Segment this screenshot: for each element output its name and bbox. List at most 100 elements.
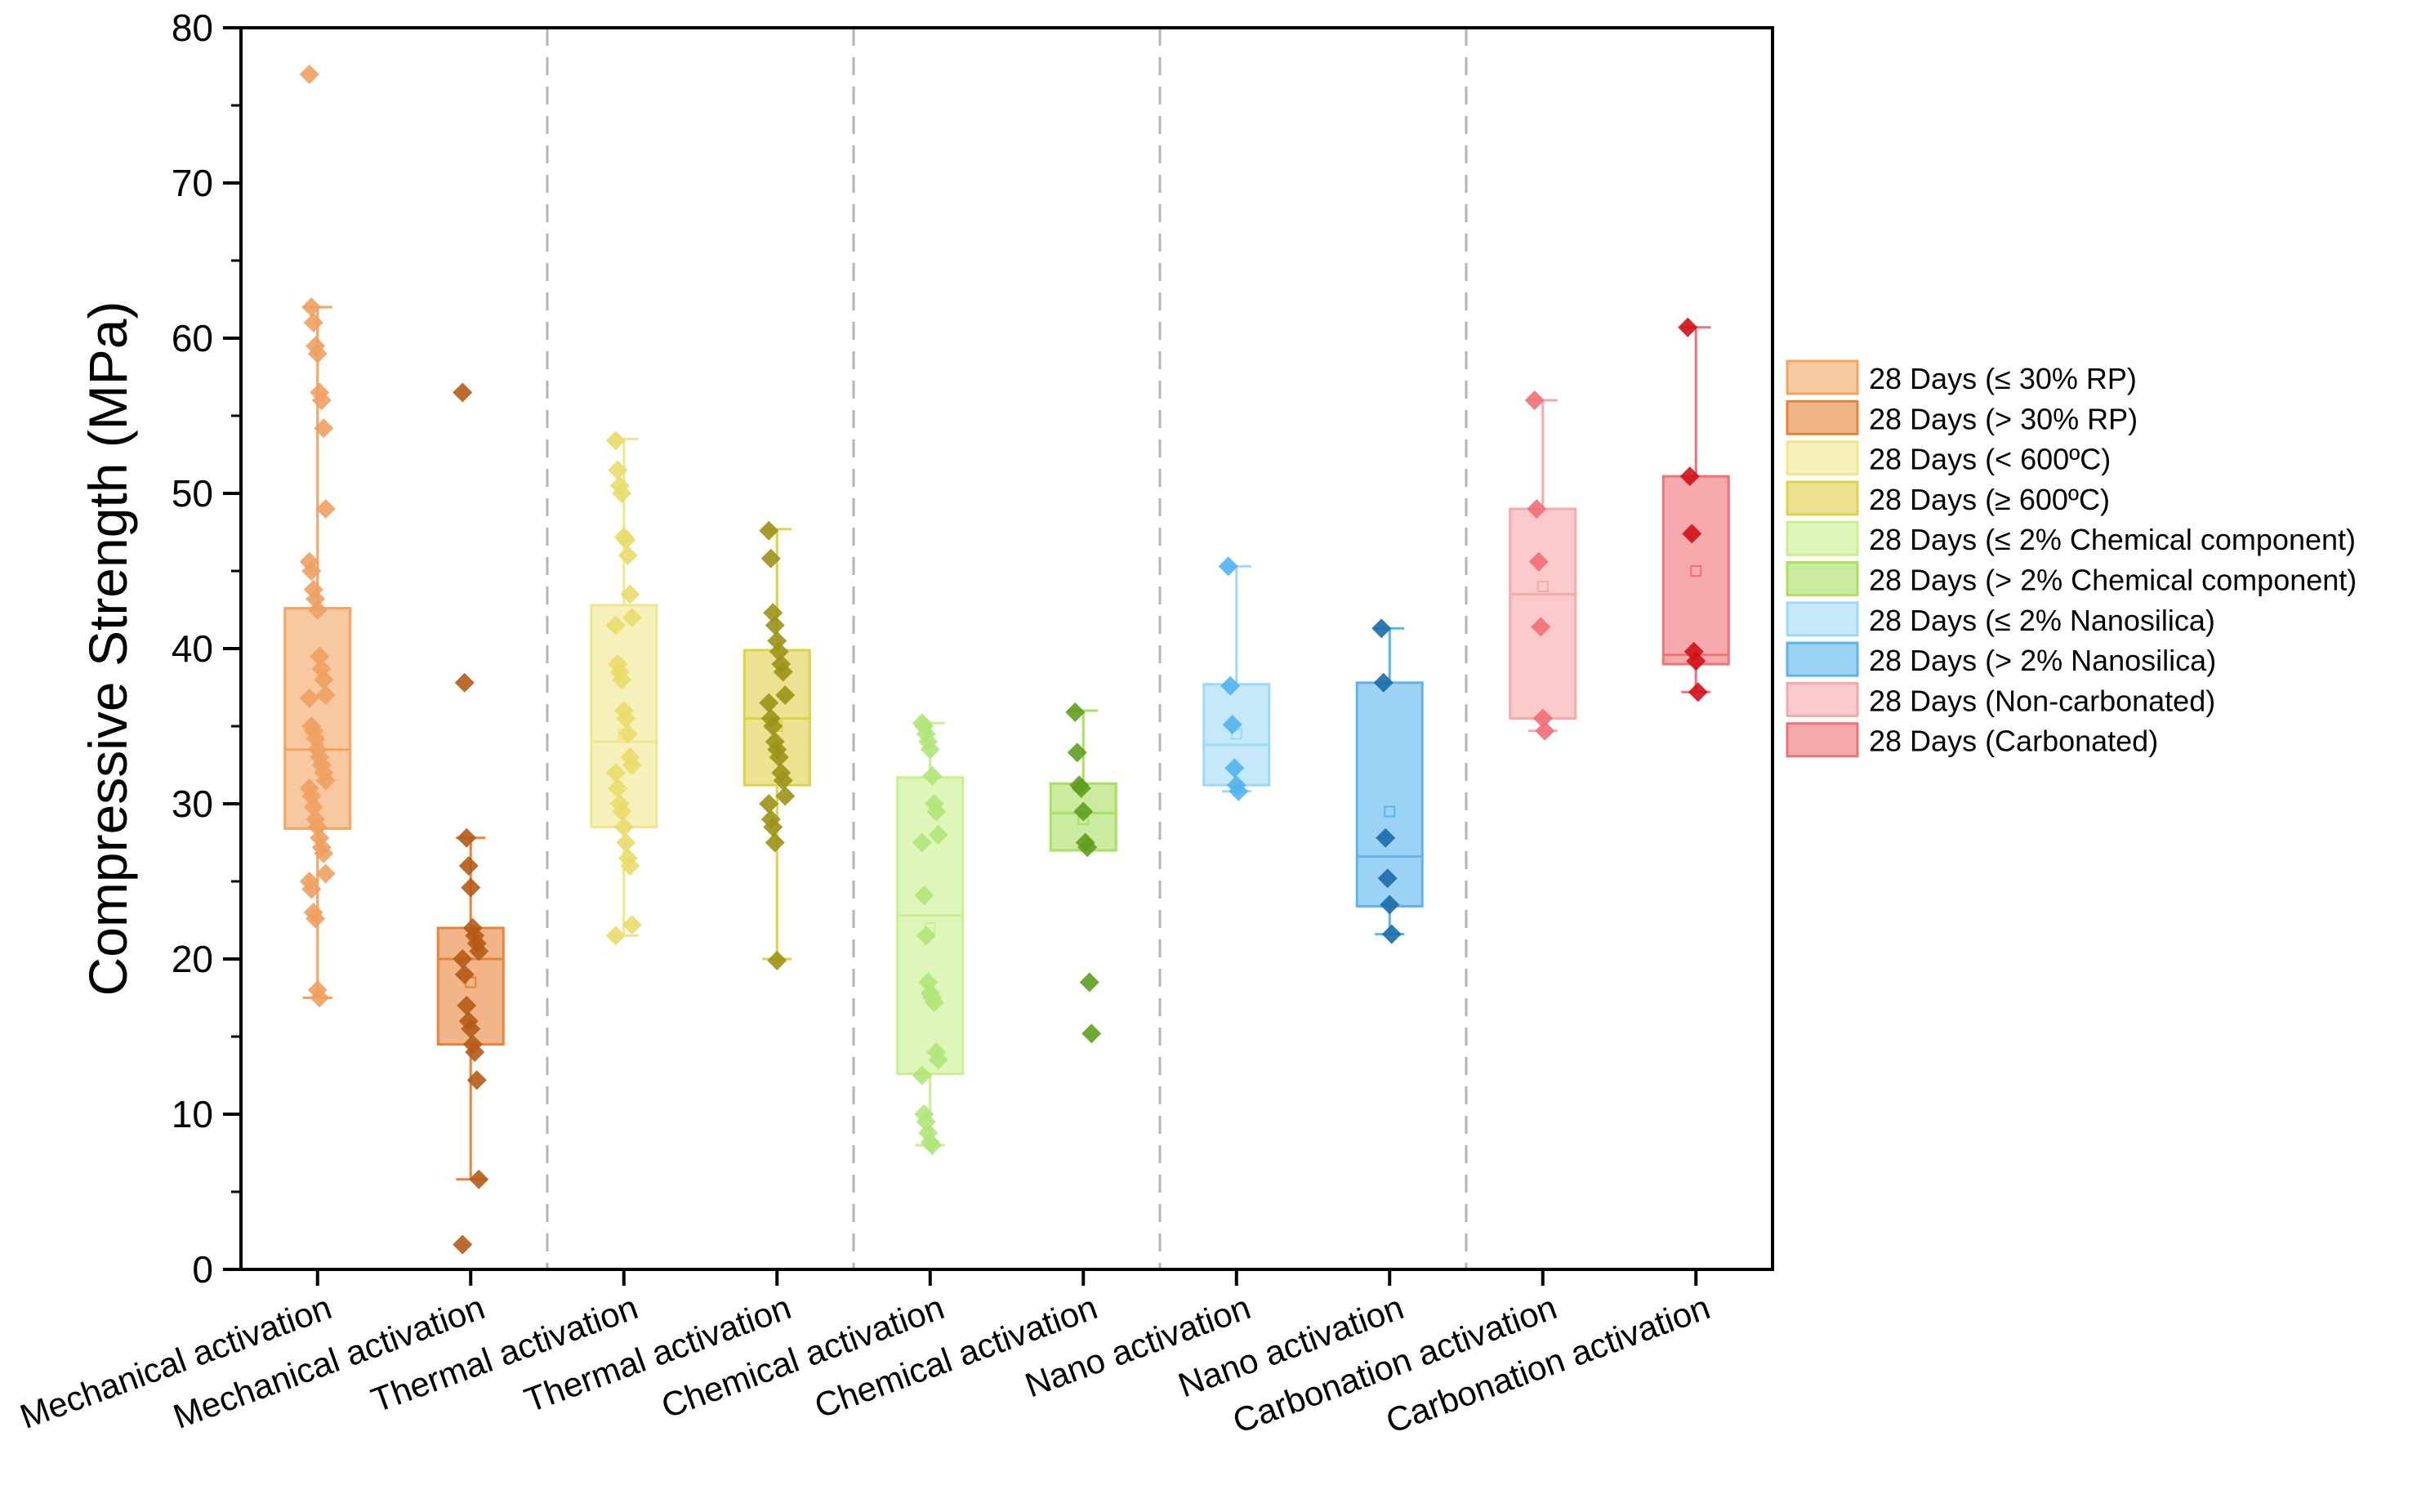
data-point xyxy=(912,1065,932,1086)
legend-swatch xyxy=(1786,641,1859,677)
data-point xyxy=(760,548,781,569)
iqr-box xyxy=(1661,475,1730,666)
legend-label: 28 Days (< 600ºC) xyxy=(1869,443,2111,476)
legend-label: 28 Days (≤ 30% RP) xyxy=(1869,362,2137,395)
data-point xyxy=(765,615,785,636)
data-point xyxy=(928,825,948,845)
data-point xyxy=(616,530,636,550)
data-point xyxy=(1065,702,1086,722)
legend-label: 28 Days (Non-carbonated) xyxy=(1869,684,2215,717)
box-group xyxy=(1355,627,1424,936)
data-point xyxy=(1377,868,1398,889)
data-point xyxy=(1380,894,1400,915)
data-point xyxy=(310,988,330,1008)
y-tick-label: 10 xyxy=(172,1093,213,1135)
points-layer xyxy=(299,65,1708,1255)
data-point xyxy=(763,716,783,736)
data-point xyxy=(1531,617,1551,637)
data-point xyxy=(1524,390,1545,410)
data-point xyxy=(1381,924,1402,944)
data-point xyxy=(1686,651,1706,671)
data-point xyxy=(1371,618,1392,639)
y-tick-label: 80 xyxy=(172,7,213,49)
data-point xyxy=(1528,551,1549,572)
data-point xyxy=(469,941,489,961)
data-point xyxy=(928,1050,948,1070)
data-point xyxy=(608,778,628,798)
data-point xyxy=(622,608,642,627)
data-point xyxy=(775,685,796,705)
data-point xyxy=(1376,827,1396,848)
data-point xyxy=(605,430,626,451)
legend-label: 28 Days (≤ 2% Nanosilica) xyxy=(1869,604,2215,637)
data-point xyxy=(605,615,626,636)
data-point xyxy=(307,344,328,364)
legend-swatch xyxy=(1786,520,1859,556)
data-point xyxy=(453,1234,473,1255)
data-point xyxy=(307,600,328,620)
data-point xyxy=(457,996,477,1015)
data-point xyxy=(1527,499,1547,519)
data-point xyxy=(315,770,336,791)
data-point xyxy=(922,1135,943,1155)
legend-label: 28 Days (> 2% Nanosilica) xyxy=(1869,644,2216,677)
boxes-layer xyxy=(283,306,1730,1181)
data-point xyxy=(613,817,634,837)
iqr-box xyxy=(1509,507,1577,720)
data-point xyxy=(763,817,783,837)
legend-swatch xyxy=(1786,601,1859,637)
data-point xyxy=(763,603,783,623)
data-point xyxy=(612,801,632,822)
data-point xyxy=(773,662,793,682)
data-point xyxy=(454,965,475,984)
data-point xyxy=(1218,556,1238,577)
legend-label: 28 Days (> 30% RP) xyxy=(1869,402,2138,435)
data-point xyxy=(465,1042,485,1062)
data-point xyxy=(620,584,640,604)
data-point xyxy=(1373,672,1394,693)
data-point xyxy=(1222,715,1242,735)
legend-swatch xyxy=(1786,480,1859,516)
box-group xyxy=(1661,326,1730,694)
data-point xyxy=(926,801,947,822)
legend-swatch xyxy=(1786,440,1859,476)
data-point xyxy=(299,65,319,84)
data-point xyxy=(612,670,632,689)
data-point xyxy=(315,499,336,519)
data-point xyxy=(605,763,626,783)
data-point xyxy=(775,786,796,806)
data-point xyxy=(1679,466,1700,487)
data-point xyxy=(299,688,319,708)
data-point xyxy=(914,885,934,906)
legend-swatch xyxy=(1786,561,1859,596)
data-point xyxy=(311,390,332,410)
data-point xyxy=(759,693,779,713)
data-point xyxy=(1535,720,1555,741)
mean-marker xyxy=(1536,581,1549,592)
data-point xyxy=(618,546,638,565)
data-point xyxy=(1071,778,1091,798)
data-point xyxy=(314,843,334,863)
legend: 28 Days (≤ 30% RP) 28 Days (> 30% RP) 28 D… xyxy=(1786,359,2357,758)
legend-label: 28 Days (≥ 600ºC) xyxy=(1869,483,2110,516)
y-tick-label: 40 xyxy=(172,627,213,670)
data-point xyxy=(301,297,322,317)
iqr-box xyxy=(1355,681,1424,908)
data-point xyxy=(314,670,334,689)
data-point xyxy=(616,708,636,729)
y-tick-label: 50 xyxy=(172,472,213,515)
legend-swatch xyxy=(1786,359,1859,395)
data-point xyxy=(912,832,932,853)
data-point xyxy=(303,313,323,332)
y-tick-label: 70 xyxy=(172,162,213,204)
data-point xyxy=(461,1019,481,1039)
data-point xyxy=(622,915,642,935)
mean-marker xyxy=(1384,805,1396,818)
data-point xyxy=(1067,743,1087,763)
data-point xyxy=(769,641,789,662)
data-point xyxy=(1678,317,1698,337)
iqr-box xyxy=(283,607,352,830)
data-point xyxy=(303,796,323,817)
data-point xyxy=(469,1169,489,1189)
